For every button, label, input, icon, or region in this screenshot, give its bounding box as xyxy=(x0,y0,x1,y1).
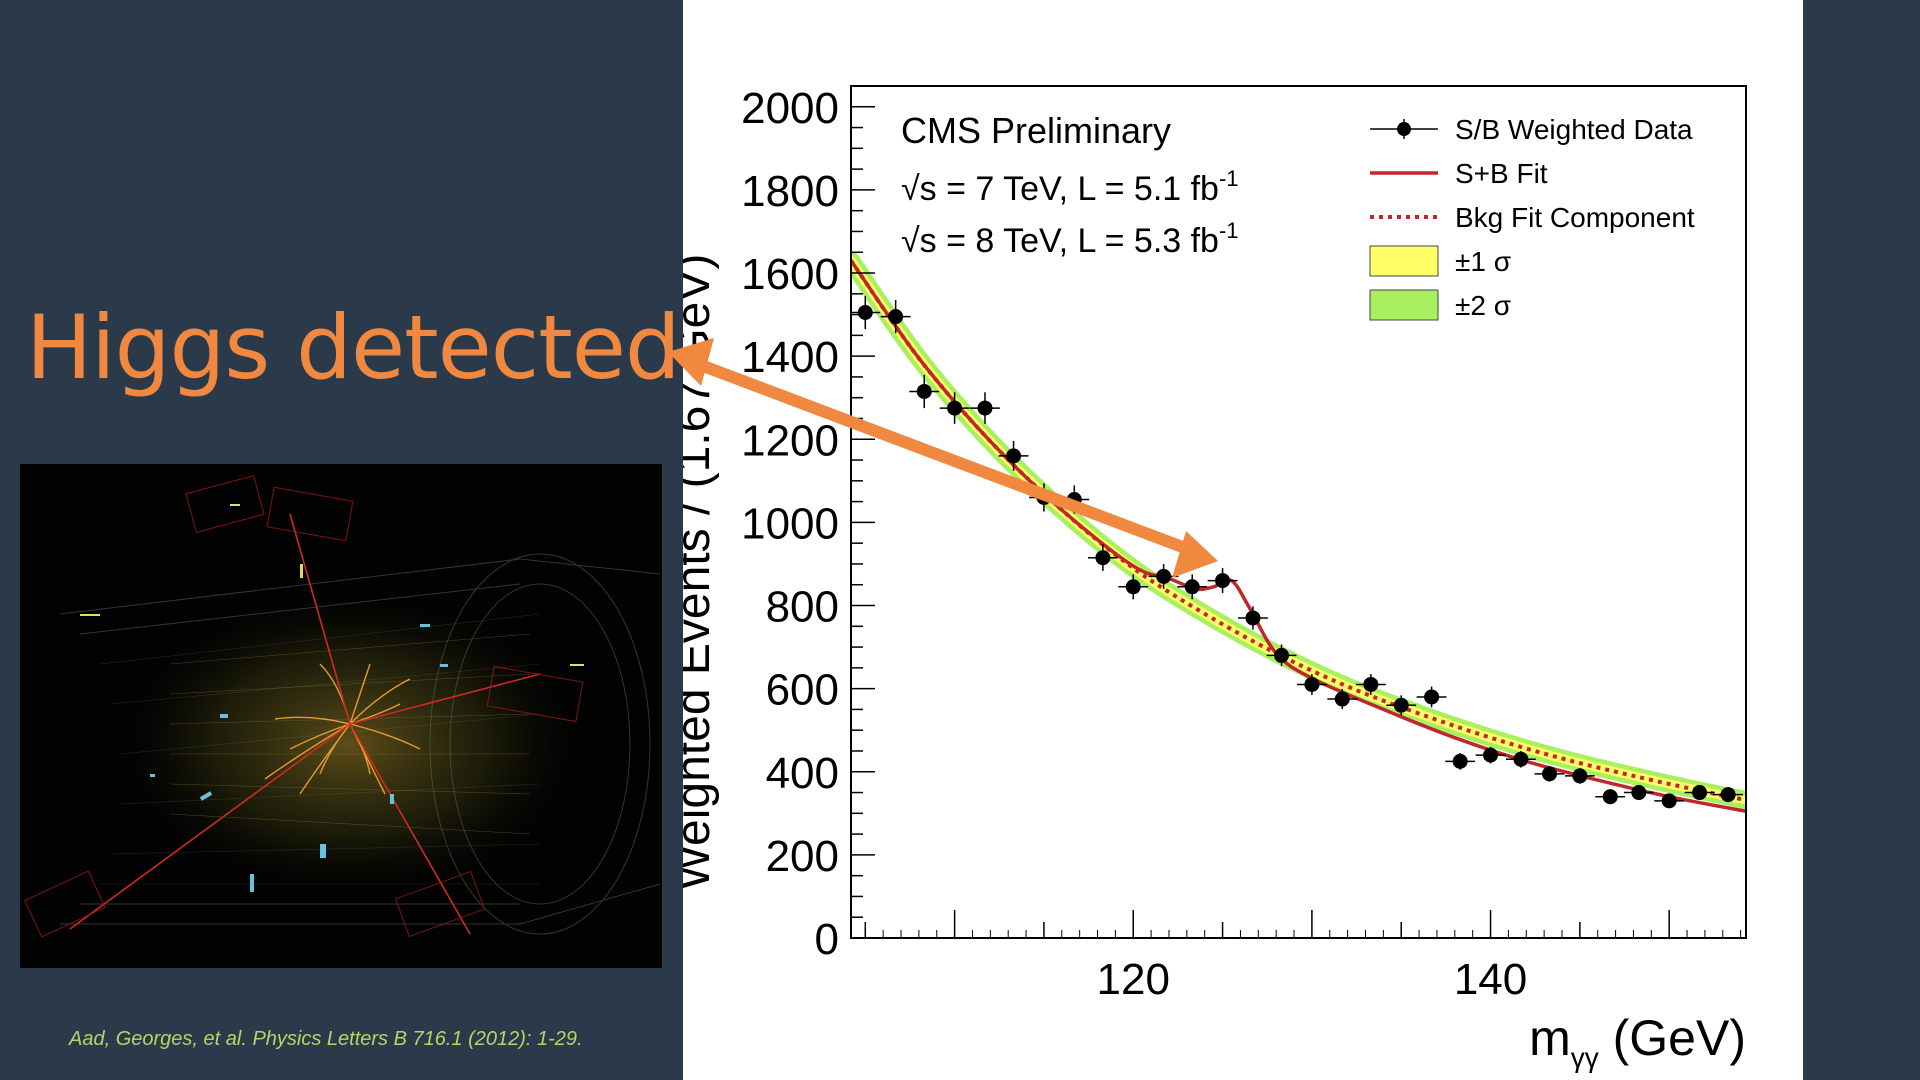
data-marker xyxy=(1692,785,1708,801)
data-marker xyxy=(1006,448,1022,464)
legend-label: ±2 σ xyxy=(1455,290,1511,321)
x-axis-label: mγγ (GeV) xyxy=(1529,1010,1746,1073)
data-marker xyxy=(1602,789,1618,805)
legend-item: ±2 σ xyxy=(1369,289,1511,321)
data-marker xyxy=(1036,489,1052,505)
data-point xyxy=(1386,695,1417,716)
data-marker xyxy=(888,309,904,325)
band-2sigma xyxy=(851,251,1746,810)
data-marker xyxy=(857,305,873,321)
data-marker xyxy=(1661,793,1677,809)
data-marker xyxy=(1334,691,1350,707)
data-marker xyxy=(1245,610,1261,626)
data-point xyxy=(1266,644,1297,667)
y-tick-label: 400 xyxy=(766,749,839,798)
data-point xyxy=(1713,787,1744,803)
legend-item: S+B Fit xyxy=(1370,158,1548,189)
legend-item: ±1 σ xyxy=(1369,245,1511,277)
data-point xyxy=(1296,674,1327,695)
data-point xyxy=(1623,785,1654,801)
energy-annotation: √s = 7 TeV, L = 5.1 fb-1 xyxy=(901,166,1239,208)
data-point xyxy=(1177,574,1208,600)
data-marker xyxy=(1184,579,1200,595)
y-tick-label: 600 xyxy=(766,666,839,715)
data-marker xyxy=(1393,697,1409,713)
data-marker xyxy=(1541,766,1557,782)
y-tick-label: 2000 xyxy=(741,84,839,133)
data-marker xyxy=(1215,573,1231,589)
data-marker xyxy=(916,383,932,399)
legend-item: S/B Weighted Data xyxy=(1370,114,1693,145)
data-points xyxy=(850,295,1744,809)
data-marker xyxy=(1483,747,1499,763)
data-point xyxy=(1475,746,1506,764)
legend-label: Bkg Fit Component xyxy=(1455,202,1695,233)
y-tick-label: 0 xyxy=(815,915,839,964)
fit-curves xyxy=(851,259,1746,813)
legend-label: S+B Fit xyxy=(1455,158,1548,189)
data-point xyxy=(1416,686,1447,708)
legend-band-swatch xyxy=(1369,289,1439,321)
data-point xyxy=(1118,574,1149,600)
y-axis-label: Weighted Events / (1.67 GeV) xyxy=(683,254,720,891)
data-point xyxy=(1684,785,1715,801)
data-marker xyxy=(1363,676,1379,692)
data-marker xyxy=(1125,579,1141,595)
diphoton-mass-chart: 0 200 400 600 800 1000 1200 1400 1600 1800 2000 120… xyxy=(683,84,1747,1073)
data-point xyxy=(850,295,881,330)
data-point xyxy=(1505,750,1536,768)
data-marker xyxy=(1513,751,1529,767)
y-tick-label: 1000 xyxy=(741,499,839,548)
headline: Higgs detected! xyxy=(26,296,715,399)
data-marker xyxy=(1424,689,1440,705)
data-point xyxy=(880,300,911,334)
collision-event-graphic xyxy=(24,475,661,938)
sb-fit-curve xyxy=(851,259,1746,813)
legend-band-swatch xyxy=(1369,245,1439,277)
x-tick-label: 120 xyxy=(1097,955,1170,1004)
data-point xyxy=(1445,753,1476,770)
data-marker xyxy=(1452,753,1468,769)
y-tick-label: 1400 xyxy=(741,333,839,382)
uncertainty-bands xyxy=(851,251,1746,810)
data-point xyxy=(1327,689,1358,709)
plot-panel: 0 200 400 600 800 1000 1200 1400 1600 1800 2000 120… xyxy=(683,0,1803,1080)
y-tick-label: 800 xyxy=(766,583,839,632)
data-point xyxy=(1207,568,1238,594)
legend-label: ±1 σ xyxy=(1455,246,1511,277)
data-point xyxy=(1238,606,1268,630)
data-marker xyxy=(1066,492,1082,508)
x-tick-label: 140 xyxy=(1454,955,1527,1004)
data-marker xyxy=(1274,647,1290,663)
data-point xyxy=(1595,789,1626,805)
data-point xyxy=(1355,674,1386,695)
data-marker xyxy=(1720,787,1736,803)
y-tick-label: 1800 xyxy=(741,167,839,216)
data-point xyxy=(1654,793,1685,809)
event-display-image xyxy=(20,464,662,968)
data-marker xyxy=(947,400,963,416)
bkg-fit-curve xyxy=(851,259,1746,802)
legend-data-marker xyxy=(1397,122,1411,136)
energy-annotation: √s = 8 TeV, L = 5.3 fb-1 xyxy=(901,218,1239,260)
data-marker xyxy=(1572,768,1588,784)
data-marker xyxy=(1631,785,1647,801)
legend-item: Bkg Fit Component xyxy=(1370,202,1695,233)
data-point xyxy=(1534,765,1565,782)
band-1sigma xyxy=(851,256,1746,805)
citation: Aad, Georges, et al. Physics Letters B 7… xyxy=(69,1028,583,1050)
y-tick-label: 200 xyxy=(766,832,839,881)
legend-label: S/B Weighted Data xyxy=(1455,114,1693,145)
y-tick-label: 1200 xyxy=(741,416,839,465)
data-point xyxy=(1564,768,1595,784)
data-marker xyxy=(1095,550,1111,566)
chart-title: CMS Preliminary xyxy=(901,110,1171,151)
y-tick-label: 1600 xyxy=(741,250,839,299)
legend: S/B Weighted Data S+B Fit Bkg Fit Componen… xyxy=(1369,114,1695,321)
data-marker xyxy=(1156,568,1172,584)
data-marker xyxy=(1304,676,1320,692)
data-marker xyxy=(977,400,993,416)
